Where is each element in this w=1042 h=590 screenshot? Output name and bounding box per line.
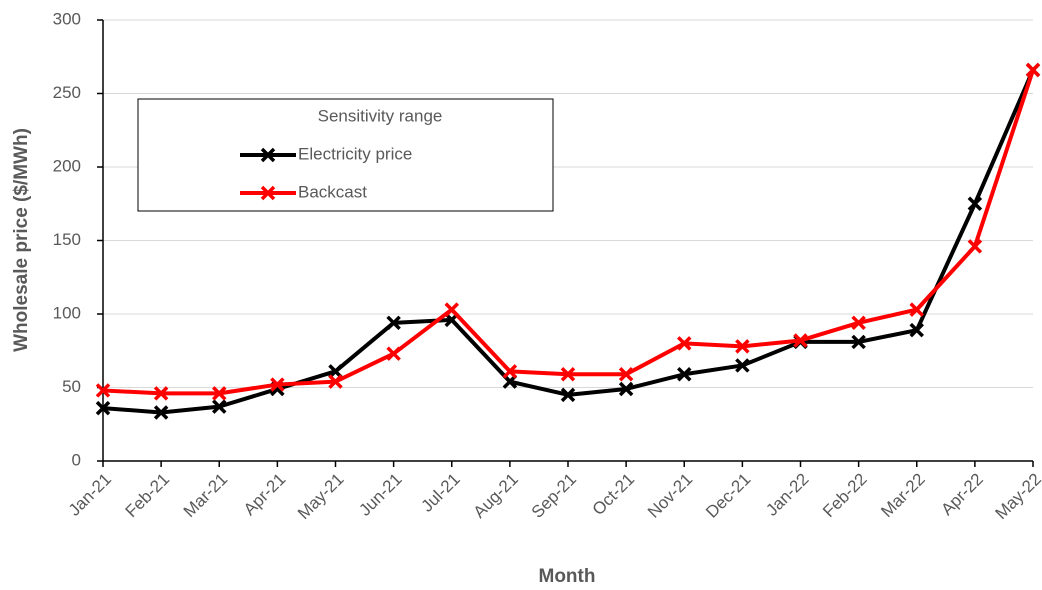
x-tick-label: Jun-21 <box>355 470 405 520</box>
y-axis-title: Wholesale price ($/MWh) <box>11 128 32 352</box>
data-marker <box>735 339 750 354</box>
data-marker <box>270 377 285 392</box>
x-tick-label: Jan-22 <box>762 470 812 520</box>
legend-label: Backcast <box>298 182 367 201</box>
x-tick-label: Aug-21 <box>470 470 522 522</box>
data-marker <box>153 386 169 401</box>
x-tick-label: Dec-21 <box>702 470 754 522</box>
y-tick-label: 300 <box>53 9 81 28</box>
x-tick-label: Jul-21 <box>418 470 464 516</box>
legend-label: Electricity price <box>298 144 412 163</box>
y-tick-label: 50 <box>62 377 81 396</box>
data-marker <box>153 405 169 420</box>
y-tick-label: 250 <box>53 83 81 102</box>
x-tick-label: Feb-21 <box>122 470 174 522</box>
x-tick-label: Oct-21 <box>589 470 639 520</box>
data-marker <box>95 383 111 398</box>
x-tick-label: Jan-21 <box>65 470 115 520</box>
x-tick-label: Sep-21 <box>528 470 580 522</box>
x-tick-label: Feb-22 <box>819 470 871 522</box>
data-marker <box>560 387 576 403</box>
data-marker <box>909 302 924 317</box>
data-marker <box>793 333 808 348</box>
x-tick-label: Mar-21 <box>180 470 232 522</box>
legend-title: Sensitivity range <box>318 106 443 125</box>
data-marker <box>560 367 576 382</box>
data-marker <box>212 399 227 414</box>
x-axis-title: Month <box>539 566 596 587</box>
data-marker <box>677 336 692 351</box>
data-marker <box>618 367 634 382</box>
x-tick-label: Apr-21 <box>240 470 290 520</box>
y-tick-label: 150 <box>53 230 81 249</box>
x-tick-label: Apr-22 <box>937 470 987 520</box>
x-tick-label: Mar-22 <box>877 470 929 522</box>
data-marker <box>386 346 401 361</box>
x-tick-label: May-21 <box>294 470 348 524</box>
data-marker <box>328 374 343 389</box>
data-marker <box>967 196 983 211</box>
data-marker <box>735 358 750 373</box>
x-tick-label: Nov-21 <box>644 470 696 522</box>
data-marker <box>618 381 634 397</box>
y-tick-label: 200 <box>53 156 81 175</box>
data-marker <box>851 334 866 350</box>
x-tick-label: May-22 <box>991 470 1042 524</box>
data-marker <box>677 367 692 382</box>
legend-marker <box>260 185 276 201</box>
data-marker <box>444 302 459 317</box>
legend-box <box>137 98 554 212</box>
data-marker <box>386 315 401 331</box>
data-marker <box>967 239 983 254</box>
data-marker <box>1025 62 1041 78</box>
y-tick-label: 0 <box>72 450 81 469</box>
data-marker <box>212 386 227 401</box>
data-marker <box>502 364 518 379</box>
y-tick-label: 100 <box>53 303 81 322</box>
legend-marker <box>260 147 276 163</box>
data-marker <box>909 322 924 338</box>
data-marker <box>851 315 866 331</box>
data-marker <box>95 400 111 416</box>
